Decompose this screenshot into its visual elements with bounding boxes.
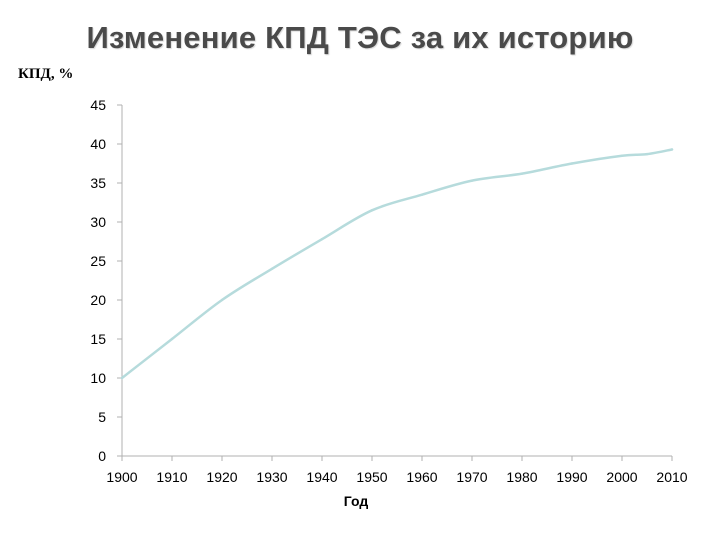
y-tick-label: 20	[90, 292, 106, 308]
series-layer	[120, 148, 674, 380]
chart-title: Изменение КПД ТЭС за их историю	[86, 20, 634, 55]
data-point	[470, 179, 474, 182]
y-tick-label: 5	[98, 409, 106, 425]
y-tick-label: 0	[98, 448, 106, 464]
x-tick-label: 1920	[206, 469, 237, 485]
x-tick-label: 1970	[456, 469, 487, 485]
ticks: 0 5 10 15 20 25 30 35 40 45 1900 1910 1920 1930 1940 19…	[90, 97, 687, 485]
x-tick-label: 1930	[256, 469, 287, 485]
data-point	[645, 152, 649, 156]
y-tick-label: 35	[90, 175, 106, 191]
data-point	[370, 209, 374, 212]
x-tick-label: 1960	[406, 469, 437, 485]
data-point	[270, 267, 274, 270]
y-tick-label: 45	[90, 97, 106, 113]
axes	[121, 105, 672, 457]
data-point	[120, 376, 124, 380]
x-tick-label: 2010	[656, 469, 687, 485]
data-point	[170, 337, 174, 341]
x-axis-label: Год	[344, 493, 369, 509]
y-tick-label: 25	[90, 253, 106, 269]
x-tick-label: 2000	[606, 469, 637, 485]
y-tick-label: 15	[90, 331, 106, 347]
data-point	[220, 298, 224, 302]
series-line	[120, 148, 674, 380]
x-tick-label: 1980	[506, 469, 537, 485]
y-axis-label: КПД, %	[18, 66, 74, 82]
data-point	[520, 172, 524, 175]
data-point	[570, 162, 574, 165]
data-point	[320, 237, 324, 241]
x-tick-label: 1950	[356, 469, 387, 485]
y-tick-label: 10	[90, 370, 106, 386]
x-tick-label: 1900	[106, 469, 137, 485]
data-point	[620, 154, 624, 157]
x-tick-label: 1910	[156, 469, 187, 485]
data-point	[670, 148, 674, 151]
y-tick-label: 30	[90, 214, 106, 230]
y-tick-label: 40	[90, 136, 106, 152]
x-tick-label: 1990	[556, 469, 587, 485]
x-tick-label: 1940	[306, 469, 337, 485]
data-point	[420, 193, 424, 196]
